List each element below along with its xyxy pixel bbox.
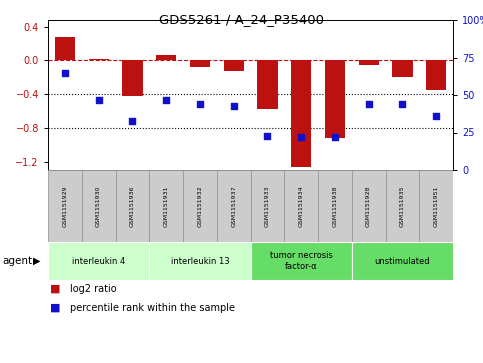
Text: percentile rank within the sample: percentile rank within the sample <box>70 303 235 313</box>
Text: GSM1151929: GSM1151929 <box>62 185 67 227</box>
Bar <box>183 170 217 242</box>
Text: log2 ratio: log2 ratio <box>70 284 116 294</box>
Text: interleukin 13: interleukin 13 <box>170 257 229 265</box>
Text: GSM1151935: GSM1151935 <box>400 185 405 227</box>
Bar <box>291 61 311 167</box>
Text: interleukin 4: interleukin 4 <box>72 257 125 265</box>
Bar <box>82 170 115 242</box>
Text: GSM1151936: GSM1151936 <box>130 185 135 227</box>
Point <box>331 134 339 140</box>
Bar <box>352 242 453 280</box>
Bar <box>251 242 352 280</box>
Text: GSM1151930: GSM1151930 <box>96 185 101 227</box>
Text: agent: agent <box>2 256 32 266</box>
Bar <box>426 61 446 90</box>
Bar <box>48 242 149 280</box>
Text: ▶: ▶ <box>33 256 41 266</box>
Text: GSM1151933: GSM1151933 <box>265 185 270 227</box>
Text: ■: ■ <box>50 284 61 294</box>
Bar <box>392 61 412 77</box>
Bar <box>352 170 385 242</box>
Bar <box>325 61 345 138</box>
Text: GSM1151932: GSM1151932 <box>198 185 202 227</box>
Bar <box>419 170 453 242</box>
Bar <box>55 37 75 61</box>
Bar <box>358 61 379 65</box>
Bar <box>251 170 284 242</box>
Bar <box>122 61 142 96</box>
Bar <box>156 54 176 61</box>
Bar <box>257 61 278 109</box>
Point <box>297 134 305 140</box>
Bar <box>48 170 82 242</box>
Text: GSM1151938: GSM1151938 <box>332 185 337 227</box>
Bar <box>115 170 149 242</box>
Point <box>162 97 170 102</box>
Point <box>398 101 406 107</box>
Text: GDS5261 / A_24_P35400: GDS5261 / A_24_P35400 <box>159 13 324 26</box>
Text: tumor necrosis
factor-α: tumor necrosis factor-α <box>270 251 333 271</box>
Text: GSM1151934: GSM1151934 <box>298 185 304 227</box>
Point <box>128 118 136 123</box>
Bar <box>385 170 419 242</box>
Text: ■: ■ <box>50 303 61 313</box>
Point <box>196 101 204 107</box>
Bar <box>88 59 109 61</box>
Point <box>61 70 69 76</box>
Bar <box>149 242 251 280</box>
Bar <box>217 170 251 242</box>
Text: GSM1151931: GSM1151931 <box>164 185 169 227</box>
Text: GSM1151937: GSM1151937 <box>231 185 236 227</box>
Point <box>230 103 238 109</box>
Point <box>95 97 102 102</box>
Point <box>264 132 271 138</box>
Text: unstimulated: unstimulated <box>374 257 430 265</box>
Bar <box>224 61 244 70</box>
Point <box>432 113 440 119</box>
Text: GSM1151928: GSM1151928 <box>366 185 371 227</box>
Bar <box>318 170 352 242</box>
Point <box>365 101 372 107</box>
Bar <box>190 61 210 67</box>
Bar <box>149 170 183 242</box>
Bar <box>284 170 318 242</box>
Text: GSM1151951: GSM1151951 <box>434 185 439 227</box>
